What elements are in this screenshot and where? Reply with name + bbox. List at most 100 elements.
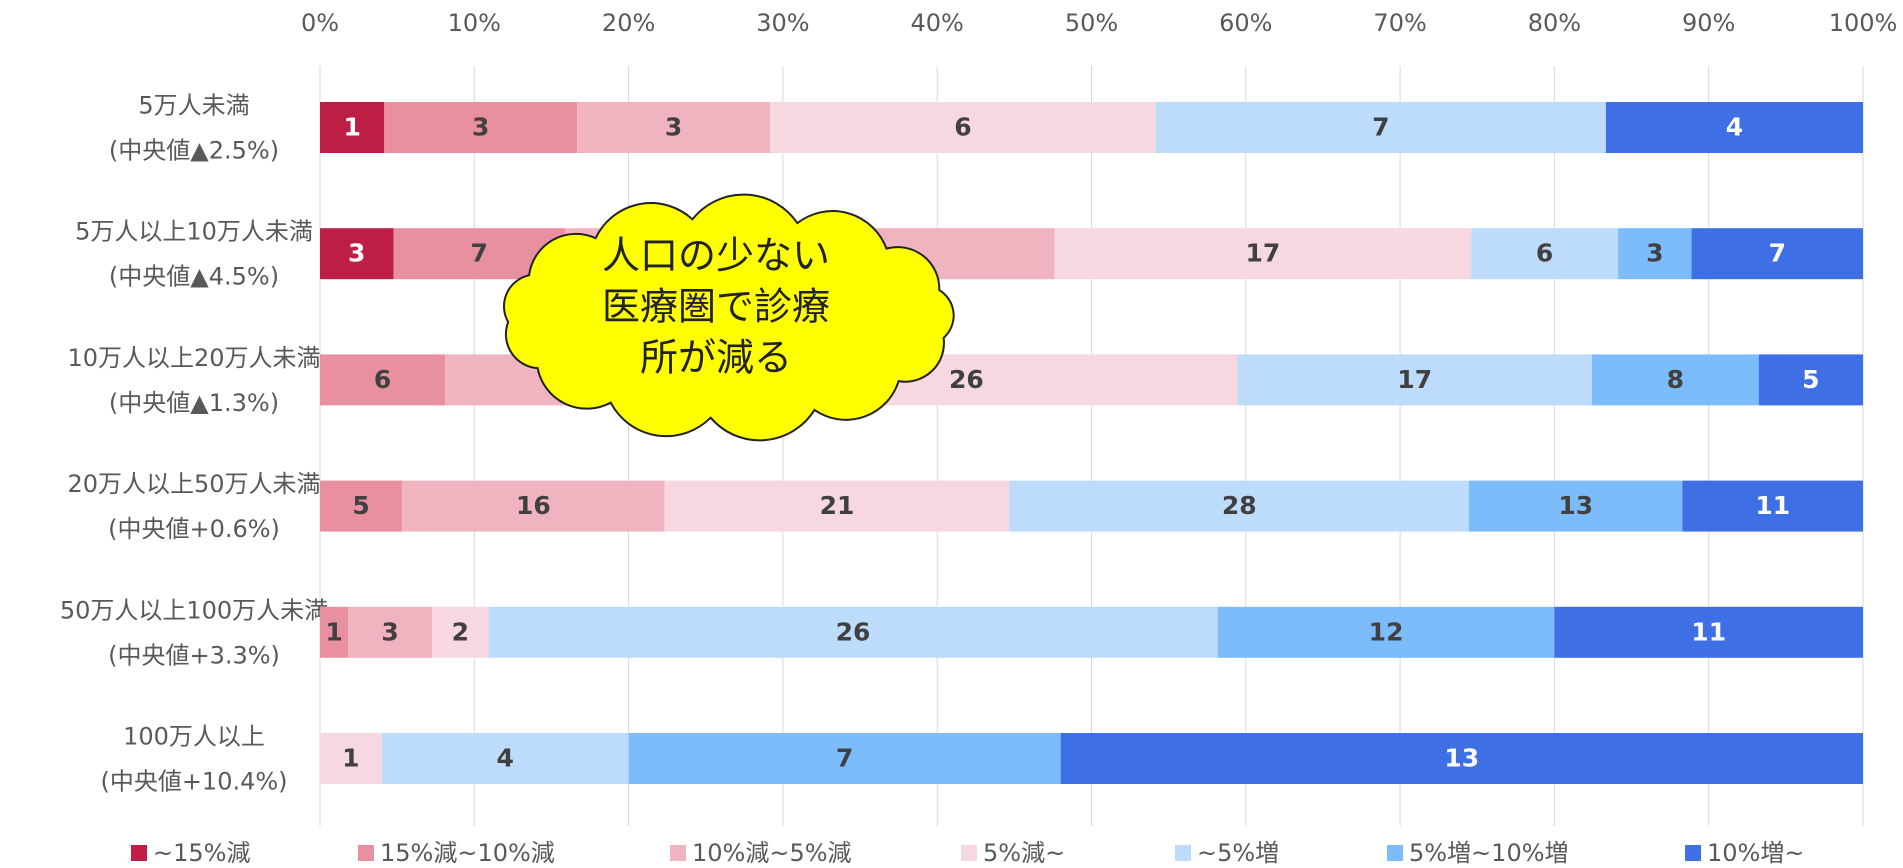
bar-segment [577, 102, 771, 153]
x-tick-label: 30% [756, 9, 809, 37]
bar-segment [320, 102, 385, 153]
legend-swatch [1175, 845, 1191, 861]
x-tick-label: 0% [301, 9, 339, 37]
bar-segment [1060, 733, 1863, 784]
data-label: 3 [472, 113, 489, 142]
bar-segment [320, 228, 394, 280]
bar-segment [1554, 606, 1863, 658]
data-label: 7 [470, 239, 487, 268]
data-label: 1 [343, 113, 360, 142]
bar-segment [1217, 606, 1555, 658]
x-tick-label: 90% [1682, 9, 1735, 37]
bar-segment [384, 102, 578, 153]
x-tick-label: 20% [602, 9, 655, 37]
bar-segment [432, 606, 489, 658]
x-tick-label: 60% [1219, 9, 1272, 37]
category-label: 50万人以上100万人未満 [60, 596, 328, 624]
x-tick-label: 70% [1373, 9, 1426, 37]
data-label: 17 [1397, 365, 1432, 394]
legend-label: 5%増~10%増 [1409, 839, 1569, 867]
bar-segment [348, 606, 433, 658]
category-label: (中央値▲4.5%) [109, 263, 279, 291]
legend-label: ~5%増 [1197, 839, 1279, 867]
annotation-text: 医療圏で診療 [602, 285, 830, 329]
data-label: 5 [352, 491, 369, 520]
bar-segment [1237, 354, 1592, 406]
legend-label: 10%減~5%減 [692, 839, 852, 867]
x-tick-label: 80% [1528, 9, 1581, 37]
annotation-text: 人口の少ない [602, 234, 830, 278]
legend-swatch [358, 845, 374, 861]
data-label: 5 [1802, 365, 1819, 394]
data-label: 1 [342, 744, 359, 773]
bar-segment [1605, 102, 1863, 153]
data-label: 28 [1222, 491, 1257, 520]
data-label: 12 [1369, 617, 1404, 646]
bar-segment [320, 354, 446, 406]
data-label: 7 [836, 744, 853, 773]
data-label: 21 [820, 491, 855, 520]
bar-segment [1054, 228, 1472, 280]
x-tick-label: 50% [1065, 9, 1118, 37]
bar-segment [628, 733, 1061, 784]
bar-segment [320, 606, 349, 658]
data-label: 7 [1769, 239, 1786, 268]
data-label: 13 [1558, 491, 1593, 520]
legend-swatch [1685, 845, 1701, 861]
legend-label: ~15%減 [153, 839, 250, 867]
category-label: (中央値▲2.5%) [109, 137, 279, 165]
bar-segment [1009, 480, 1470, 532]
data-label: 3 [381, 617, 398, 646]
data-label: 2 [452, 617, 469, 646]
x-tick-label: 10% [448, 9, 501, 37]
data-label: 7 [1372, 113, 1389, 142]
data-label: 16 [516, 491, 551, 520]
category-label: (中央値▲1.3%) [109, 389, 279, 417]
bar-segment [1155, 102, 1606, 153]
category-label: 10万人以上20万人未満 [67, 344, 320, 372]
bar-segment [488, 606, 1218, 658]
bar-segment [664, 480, 1010, 532]
annotation-cloud [503, 193, 955, 442]
x-tick-label: 100% [1829, 9, 1898, 37]
data-label: 6 [954, 113, 971, 142]
data-label: 26 [836, 617, 871, 646]
category-label: 5万人以上10万人未満 [75, 218, 313, 246]
data-label: 11 [1755, 491, 1790, 520]
bar-segment [1682, 480, 1863, 532]
annotation-text: 所が減る [640, 336, 792, 380]
legend-label: 10%増~ [1707, 839, 1804, 867]
category-label: 20万人以上50万人未満 [67, 470, 320, 498]
bar-segment [1471, 228, 1619, 280]
bar-segment [1618, 228, 1692, 280]
data-label: 11 [1691, 617, 1726, 646]
data-label: 4 [496, 744, 513, 773]
legend-swatch [961, 845, 977, 861]
bar-segment [381, 733, 629, 784]
data-label: 13 [1444, 744, 1479, 773]
legend-swatch [670, 845, 686, 861]
data-label: 3 [665, 113, 682, 142]
data-label: 3 [1646, 239, 1663, 268]
category-label: (中央値+0.6%) [108, 515, 280, 543]
legend-swatch [1387, 845, 1403, 861]
data-label: 4 [1726, 113, 1743, 142]
bar-segment [320, 480, 403, 532]
data-label: 3 [348, 239, 365, 268]
legend-swatch [131, 845, 147, 861]
data-label: 1 [325, 617, 342, 646]
category-label: (中央値+3.3%) [108, 641, 280, 669]
bar-segment [320, 733, 382, 784]
legend-label: 5%減~ [983, 839, 1065, 867]
bar-segment [1758, 354, 1863, 406]
data-label: 17 [1246, 239, 1281, 268]
legend-label: 15%減~10%減 [380, 839, 555, 867]
bar-segment [1691, 228, 1863, 280]
bar-segment [770, 102, 1156, 153]
category-label: (中央値+10.4%) [100, 768, 287, 796]
bar-segment [1469, 480, 1683, 532]
data-label: 8 [1667, 365, 1684, 394]
bar-segment [1591, 354, 1759, 406]
category-label: 5万人未満 [138, 92, 249, 120]
